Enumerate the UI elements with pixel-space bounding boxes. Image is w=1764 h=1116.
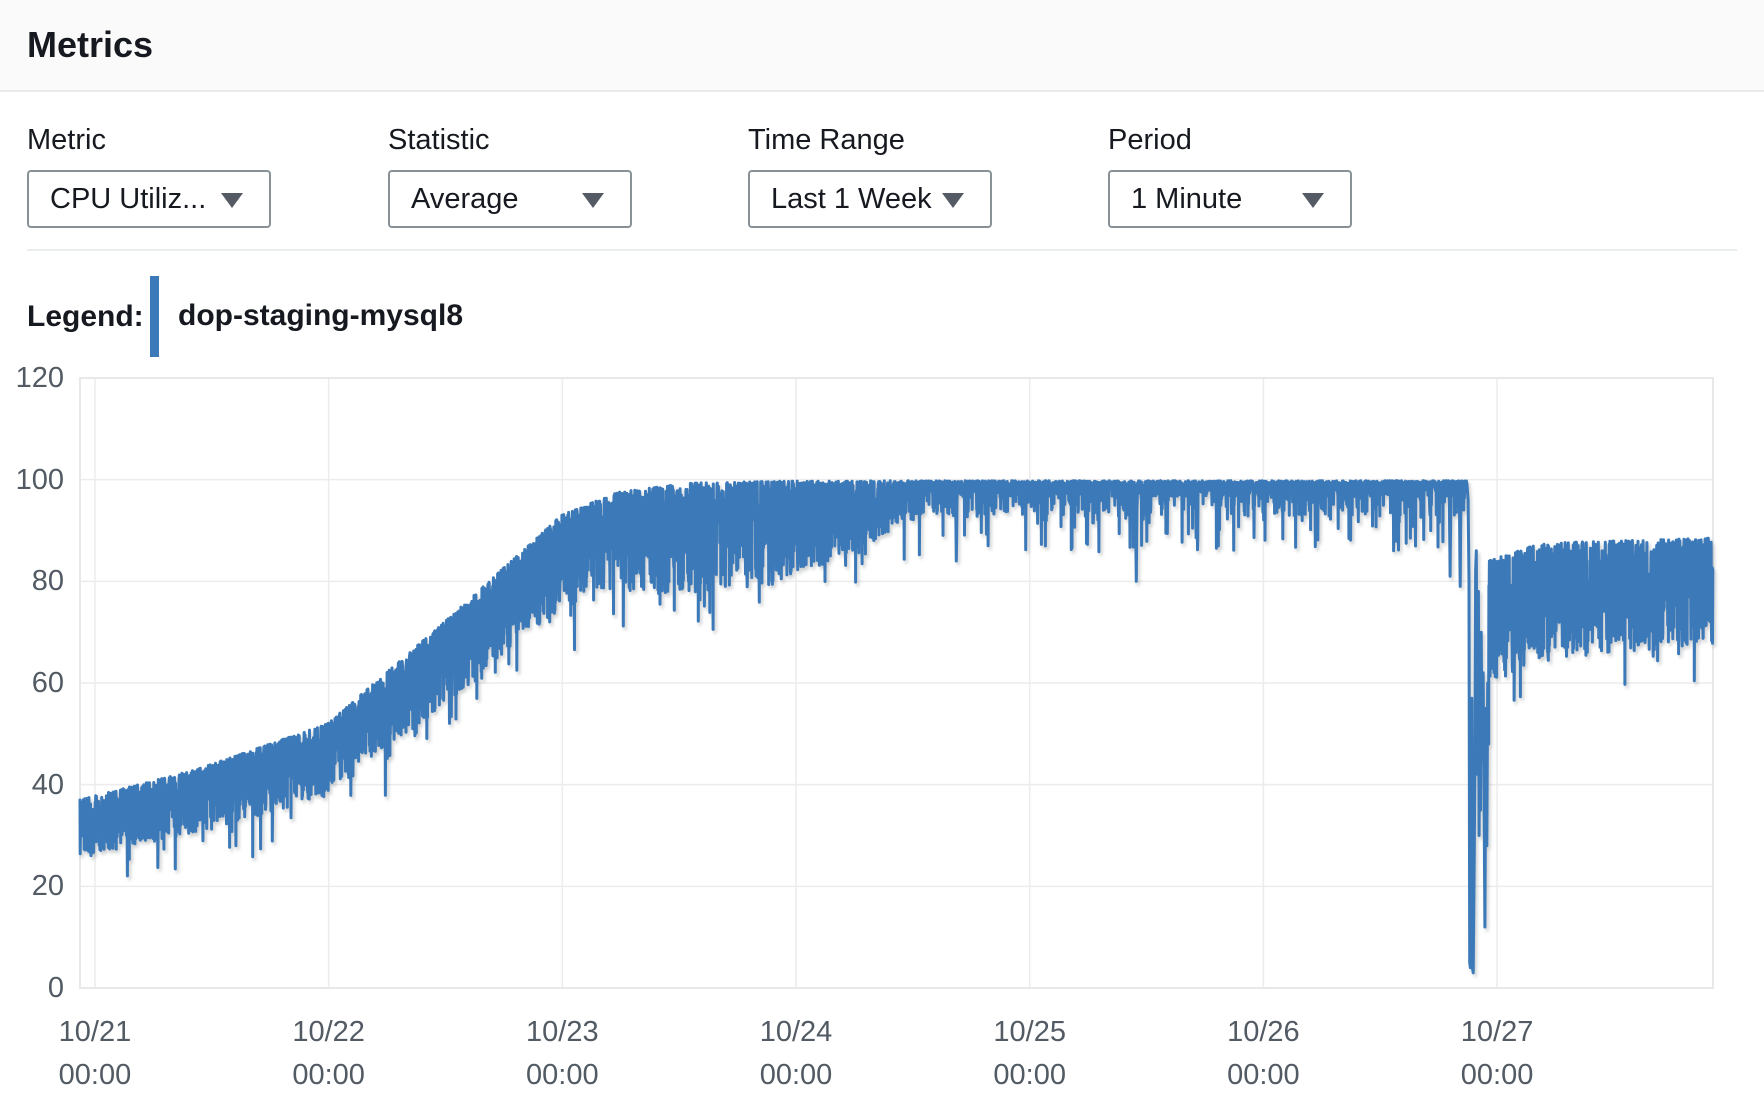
plot-area-border bbox=[79, 377, 1714, 989]
chevron-down-icon bbox=[1302, 193, 1324, 208]
metric-select-value: CPU Utiliz... bbox=[50, 183, 207, 215]
period-select[interactable]: 1 Minute bbox=[1108, 170, 1352, 228]
controls-row: Metric CPU Utiliz... Statistic Average T… bbox=[0, 92, 1764, 250]
chevron-down-icon bbox=[582, 193, 604, 208]
control-statistic: Statistic Average bbox=[388, 124, 632, 228]
legend-label: Legend: bbox=[27, 300, 144, 333]
panel-header: Metrics bbox=[0, 0, 1764, 92]
statistic-label: Statistic bbox=[388, 124, 490, 156]
period-label: Period bbox=[1108, 124, 1192, 156]
legend-series-name: dop-staging-mysql8 bbox=[178, 299, 464, 332]
metric-select[interactable]: CPU Utiliz... bbox=[27, 170, 271, 228]
control-period: Period 1 Minute bbox=[1108, 124, 1352, 228]
chevron-down-icon bbox=[221, 193, 243, 208]
chevron-down-icon bbox=[942, 193, 964, 208]
metric-label: Metric bbox=[27, 124, 106, 156]
control-metric: Metric CPU Utiliz... bbox=[27, 124, 271, 228]
time-range-select[interactable]: Last 1 Week bbox=[748, 170, 992, 228]
time-range-label: Time Range bbox=[748, 124, 905, 156]
legend-swatch bbox=[150, 276, 159, 357]
panel-title: Metrics bbox=[27, 24, 154, 65]
section-divider bbox=[27, 249, 1737, 251]
statistic-select-value: Average bbox=[411, 183, 519, 215]
cpu-utilization-line bbox=[78, 479, 1715, 975]
period-select-value: 1 Minute bbox=[1131, 183, 1243, 215]
time-range-select-value: Last 1 Week bbox=[771, 183, 932, 215]
control-time-range: Time Range Last 1 Week bbox=[748, 124, 992, 228]
statistic-select[interactable]: Average bbox=[388, 170, 632, 228]
